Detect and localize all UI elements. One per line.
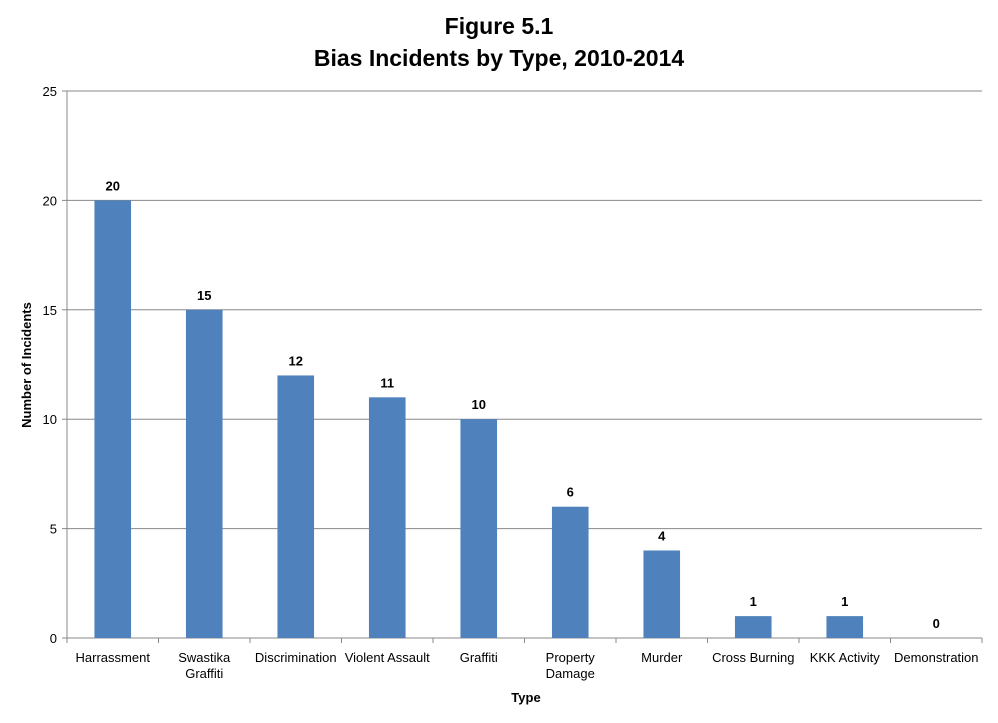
chart-subtitle: Bias Incidents by Type, 2010-2014 (314, 45, 685, 71)
x-tick-label: Swastika (178, 650, 231, 665)
x-tick-label: Graffiti (460, 650, 498, 665)
data-label: 0 (933, 616, 940, 631)
bar (643, 550, 681, 638)
bar (460, 419, 498, 638)
x-tick-label: Cross Burning (712, 650, 794, 665)
data-label: 6 (567, 485, 574, 500)
bar (551, 506, 589, 638)
bar (368, 397, 406, 638)
bar (734, 616, 772, 638)
data-label: 12 (289, 353, 303, 368)
y-tick-label: 25 (43, 84, 57, 99)
x-tick-label: Demonstration (894, 650, 979, 665)
y-tick-label: 15 (43, 303, 57, 318)
bar (826, 616, 864, 638)
y-tick-labels: 0 5 10 15 20 25 (43, 84, 57, 646)
x-tick-label: Violent Assault (345, 650, 430, 665)
y-axis-title: Number of Incidents (19, 302, 34, 428)
bar (185, 309, 223, 638)
x-tick-label: Discrimination (255, 650, 337, 665)
x-axis-title: Type (511, 690, 540, 705)
x-tick-label: Damage (546, 666, 595, 681)
x-tick-labels: Harrassment SwastikaGraffitiDiscriminatio… (76, 650, 979, 681)
data-label: 11 (380, 375, 394, 390)
x-tick-label: Graffiti (185, 666, 223, 681)
x-tick-label: Harrassment (76, 650, 151, 665)
bar (277, 375, 315, 638)
y-tick-label: 5 (50, 522, 57, 537)
x-tick-label: Murder (641, 650, 683, 665)
data-label: 15 (197, 288, 211, 303)
y-tick-label: 20 (43, 193, 57, 208)
data-label: 1 (841, 594, 848, 609)
y-tick-label: 10 (43, 412, 57, 427)
data-label: 4 (658, 528, 666, 543)
chart-title: Figure 5.1 (445, 13, 554, 39)
data-label: 20 (106, 178, 120, 193)
data-label: 10 (472, 397, 486, 412)
x-tick-label: Property (546, 650, 596, 665)
y-tick-label: 0 (50, 631, 57, 646)
data-label: 1 (750, 594, 757, 609)
x-tick-label: KKK Activity (810, 650, 881, 665)
bars (94, 200, 864, 638)
bar (94, 200, 132, 638)
